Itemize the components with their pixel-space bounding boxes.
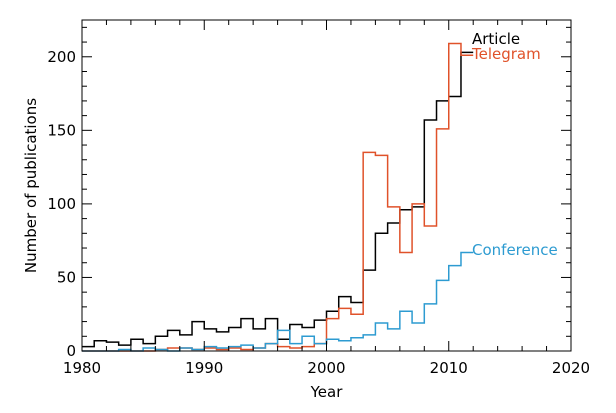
series-conference-line xyxy=(82,251,474,352)
y-tick-label: 50 xyxy=(57,268,76,286)
x-tick-label: 1990 xyxy=(185,359,223,377)
y-tick-label: 100 xyxy=(47,195,76,213)
x-tick-label: 2010 xyxy=(430,359,468,377)
labels-layer: 1980 1990 2000 2010 2020 0 50 100 150 200 Year Numb… xyxy=(22,30,590,401)
axes-layer xyxy=(81,19,572,352)
x-tick-label: 1980 xyxy=(63,359,101,377)
x-tick-label: 2000 xyxy=(307,359,345,377)
y-tick-label: 150 xyxy=(47,121,76,139)
legend-label-conference: Conference xyxy=(472,241,558,259)
series-article-line xyxy=(82,51,474,348)
x-axis-title: Year xyxy=(310,383,344,401)
y-axis-title: Number of publications xyxy=(22,98,40,273)
y-tick-label: 0 xyxy=(66,342,76,360)
legend-label-telegram: Telegram xyxy=(471,45,541,63)
series-telegram-line xyxy=(82,42,474,352)
y-tick-label: 200 xyxy=(47,48,76,66)
series-layer xyxy=(82,42,474,352)
x-tick-label: 2020 xyxy=(552,359,590,377)
plot-frame xyxy=(81,19,572,352)
legend-label-article: Article xyxy=(472,30,520,48)
